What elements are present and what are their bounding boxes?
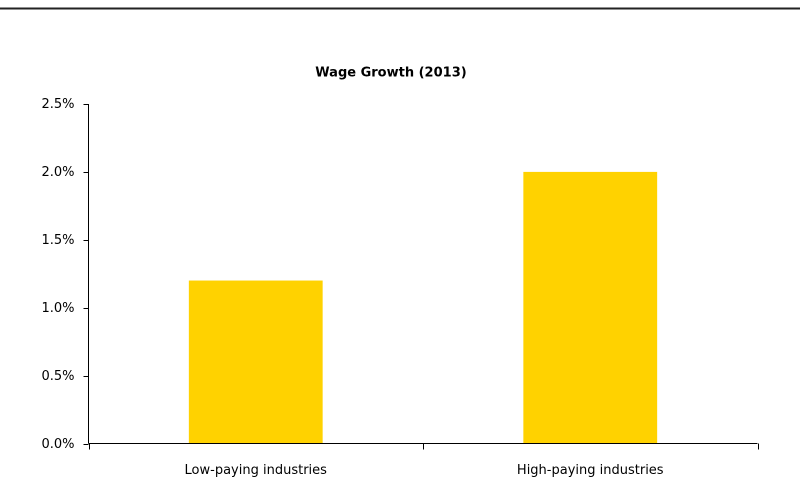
- y-tick-label: 0.5%: [41, 369, 74, 384]
- chart-title: Wage Growth (2013): [315, 66, 466, 81]
- y-tick-label: 2.5%: [41, 97, 74, 112]
- y-tick-label: 1.0%: [41, 301, 74, 316]
- y-tick-label: 0.0%: [41, 437, 74, 452]
- bar: [188, 280, 323, 444]
- y-tick-label: 2.0%: [41, 165, 74, 180]
- x-tick-label: High-paying industries: [517, 463, 664, 478]
- y-tick-label: 1.5%: [41, 233, 74, 248]
- bar: [523, 171, 658, 444]
- x-tick-label: Low-paying industries: [185, 463, 328, 478]
